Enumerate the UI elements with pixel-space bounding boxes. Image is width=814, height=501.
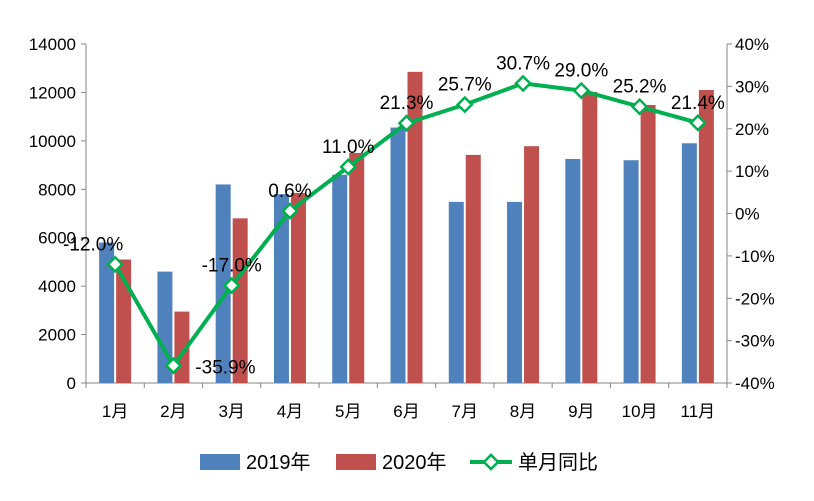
data-label: 21.3% (380, 93, 434, 114)
bar-2020 (465, 154, 481, 383)
bar-2019 (507, 201, 523, 383)
left-tick-label: 14000 (29, 35, 76, 54)
data-label: -17.0% (202, 256, 262, 277)
data-label: -35.9% (195, 358, 255, 379)
right-tick-label: 0% (735, 205, 760, 224)
right-tick-label: -10% (735, 247, 775, 266)
bar-2020 (290, 192, 306, 383)
x-tick-label: 5月 (335, 402, 361, 421)
legend-marker-yoy (482, 453, 500, 471)
legend-label-2020: 2020年 (382, 451, 447, 474)
bar-2020 (640, 105, 656, 384)
right-tick-label: -20% (735, 289, 775, 308)
yoy-marker (572, 81, 591, 100)
data-label: 25.2% (613, 77, 667, 98)
x-tick-label: 7月 (452, 402, 478, 421)
right-tick-label: 20% (735, 120, 769, 139)
bar-2019 (99, 242, 115, 383)
bar-2019 (215, 184, 231, 383)
x-tick-label: 11月 (681, 402, 716, 421)
yoy-marker (281, 202, 299, 220)
yoy-marker (339, 158, 358, 176)
yoy-marker (455, 95, 474, 114)
x-tick-label: 6月 (393, 402, 419, 421)
bar-2019 (332, 174, 348, 383)
x-tick-label: 8月 (510, 402, 536, 421)
data-label: 11.0% (322, 137, 375, 158)
left-tick-label: 12000 (29, 83, 76, 102)
bar-2020 (407, 71, 423, 383)
legend-label-yoy: 单月同比 (518, 451, 598, 474)
yoy-marker (164, 356, 183, 375)
x-tick-label: 4月 (277, 402, 303, 421)
yoy-marker (630, 97, 649, 116)
yoy-marker (397, 114, 416, 133)
left-tick-label: 6000 (38, 229, 76, 248)
yoy-marker (106, 255, 124, 274)
bar-2020 (349, 152, 365, 383)
bar-2019 (273, 194, 289, 383)
yoy-marker (222, 276, 241, 295)
left-tick-label: 10000 (29, 132, 76, 151)
left-tick-label: 0 (67, 374, 76, 393)
data-label: 0.6% (268, 181, 311, 202)
bar-2020 (524, 146, 540, 383)
data-label: 30.7% (496, 53, 550, 74)
bar-2020 (116, 259, 132, 383)
right-tick-label: 30% (735, 77, 769, 96)
yoy-marker (689, 113, 707, 132)
bar-2019 (623, 160, 639, 383)
left-tick-label: 4000 (38, 277, 76, 296)
bar-2019 (448, 201, 464, 383)
x-tick-label: 1月 (102, 402, 128, 421)
bar-2019 (390, 127, 406, 384)
yoy-marker (514, 74, 532, 93)
data-label: 25.7% (438, 75, 492, 96)
x-tick-label: 10月 (622, 402, 658, 421)
bar-2020 (232, 218, 248, 383)
legend-label-2019: 2019年 (246, 451, 311, 474)
right-tick-label: 40% (735, 35, 769, 54)
left-tick-label: 2000 (38, 326, 76, 345)
data-label: -12.0% (63, 234, 123, 255)
legend-swatch-2019 (200, 454, 240, 470)
x-tick-label: 3月 (218, 402, 244, 421)
data-label: 29.0% (554, 61, 608, 82)
bar-2020 (582, 91, 598, 384)
left-tick-label: 8000 (38, 180, 76, 199)
right-tick-label: -30% (735, 332, 775, 351)
right-tick-label: -40% (735, 374, 775, 393)
x-tick-label: 2月 (160, 402, 186, 421)
bar-2019 (565, 159, 581, 383)
bar-2019 (681, 143, 697, 383)
x-tick-label: 9月 (568, 402, 594, 421)
data-label: 21.4% (671, 93, 725, 114)
right-tick-label: 10% (735, 162, 769, 181)
bar-2020 (698, 90, 714, 383)
legend-swatch-2020 (336, 454, 376, 470)
